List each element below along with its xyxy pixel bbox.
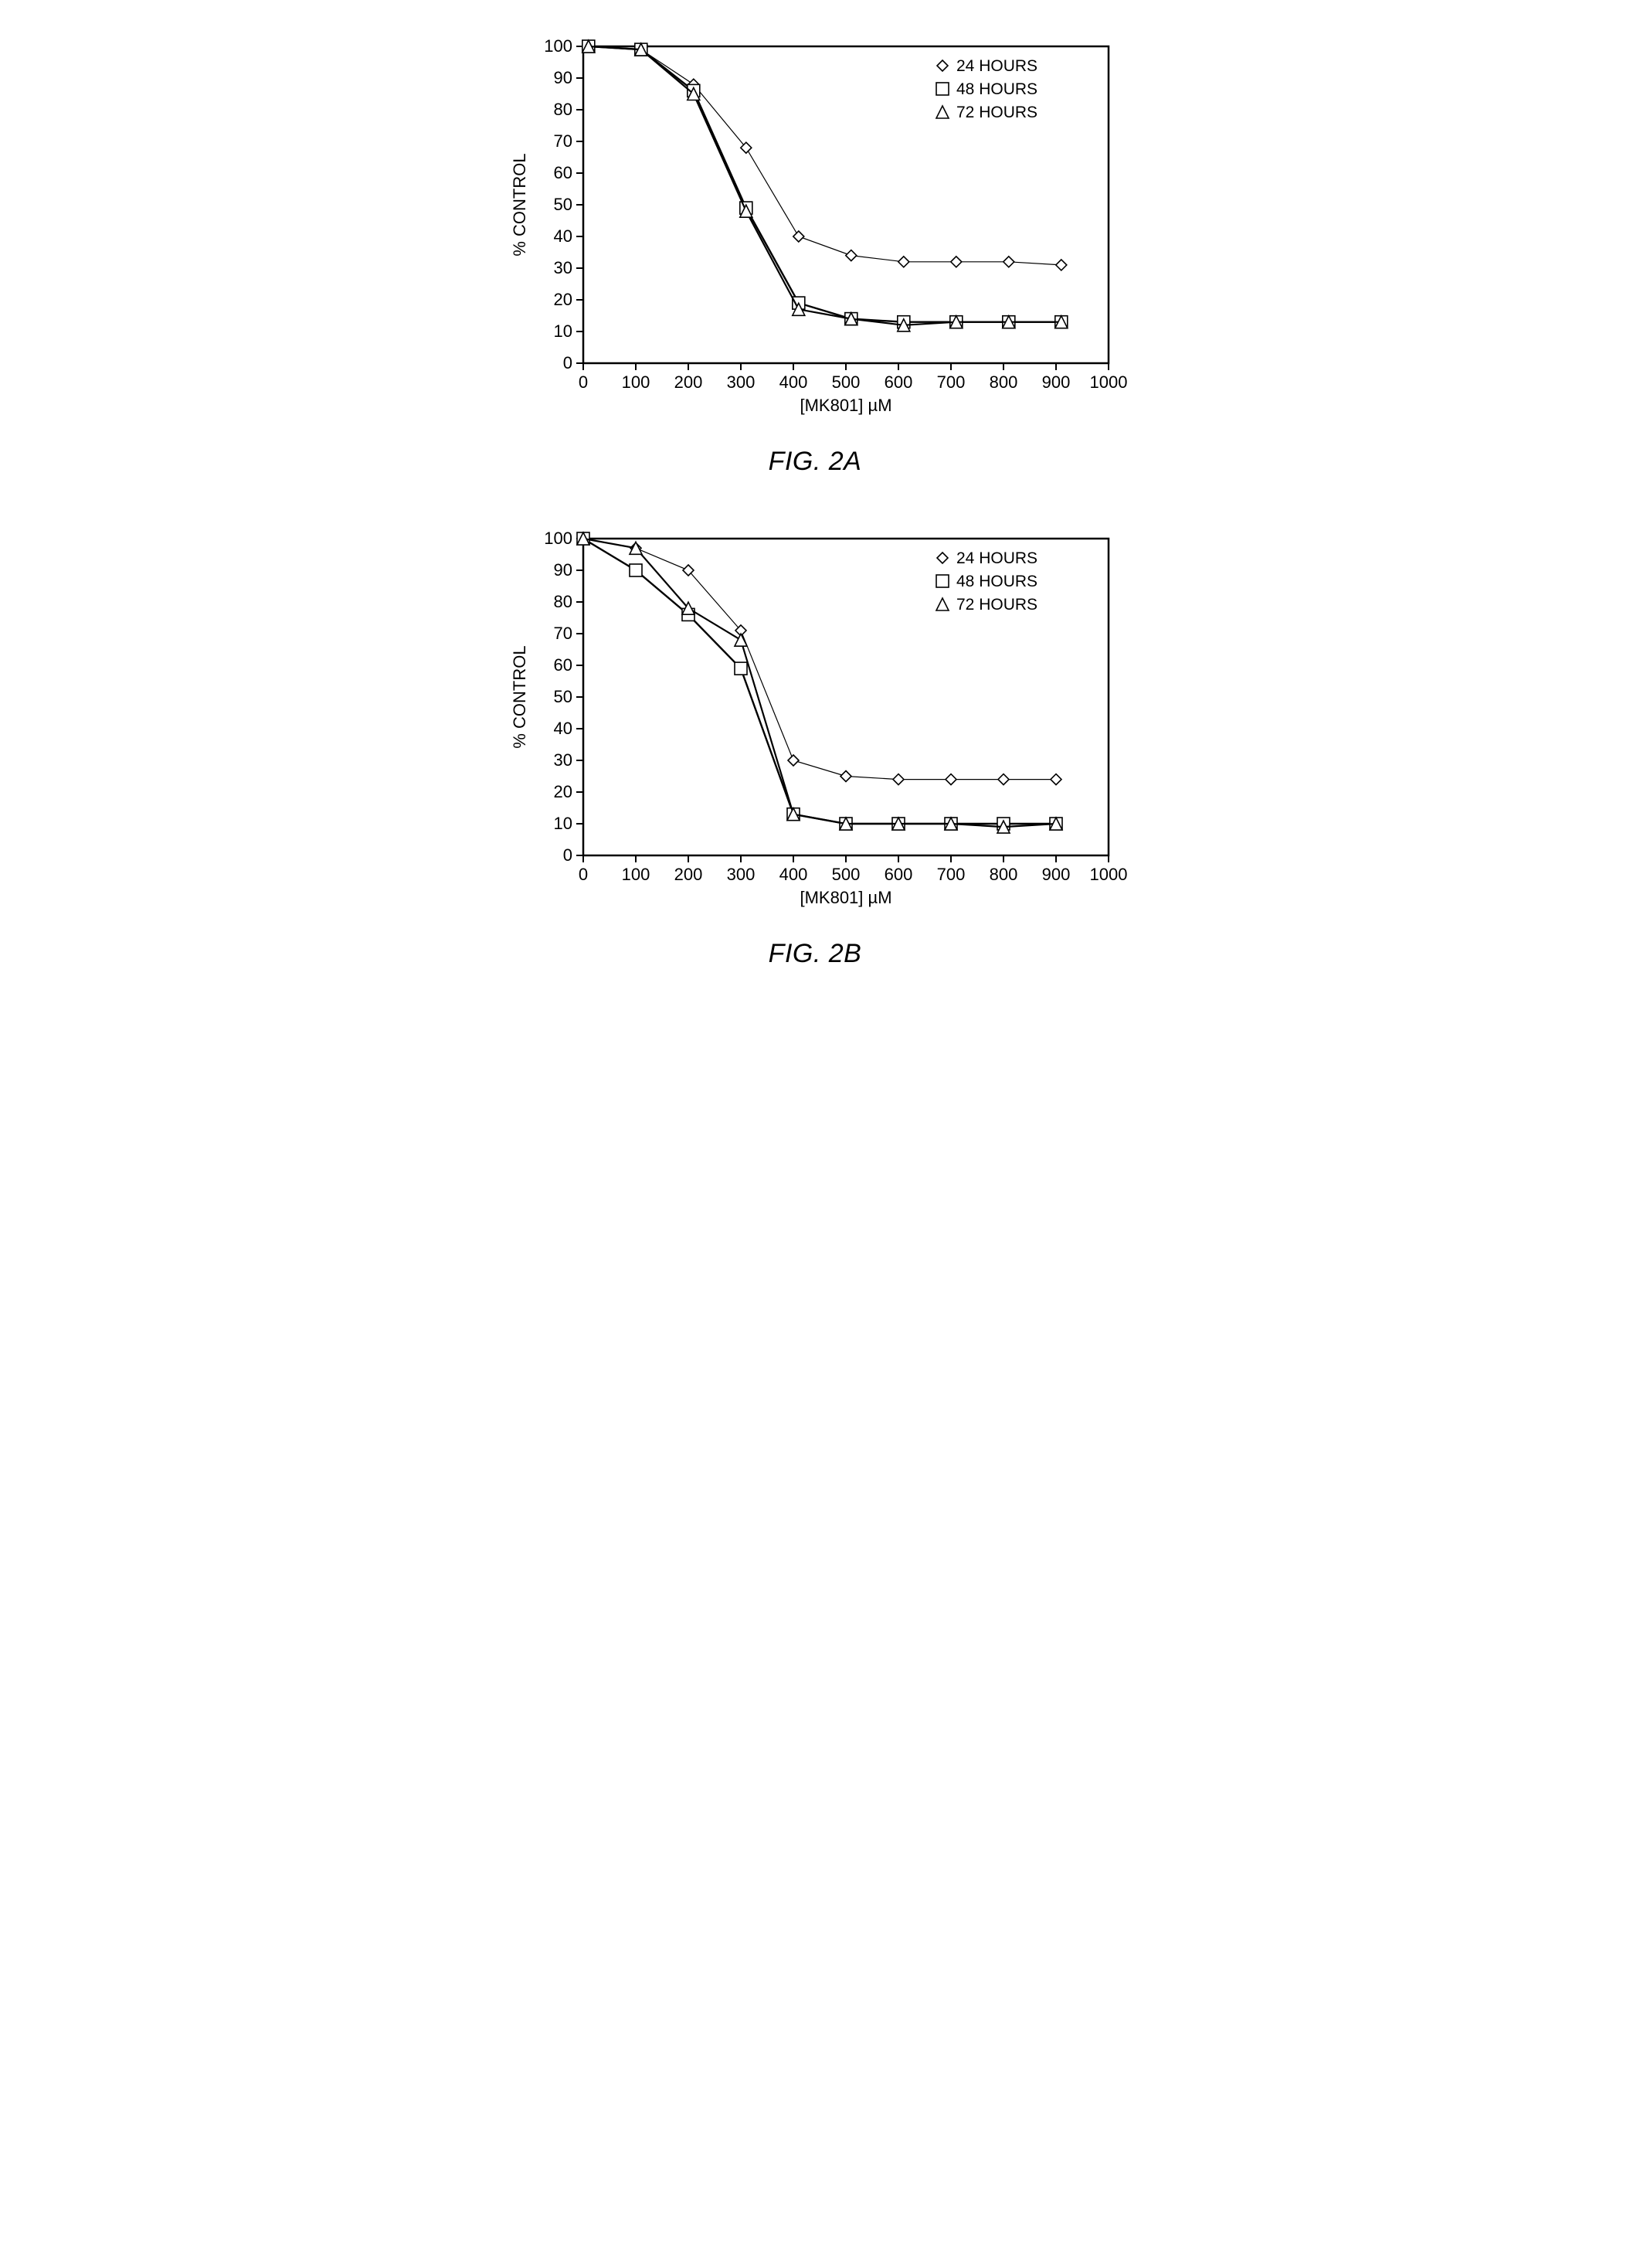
chart-a: 0 100 200 300 400 500 600 700 800 900 1000 0 10 20 30 4… (498, 31, 1132, 433)
x-tick-label: 200 (674, 372, 703, 392)
x-tick-label: 0 (579, 865, 588, 884)
legend-label: 72 HOURS (956, 596, 1037, 614)
y-tick-label: 90 (554, 560, 572, 580)
legend-label: 24 HOURS (956, 549, 1037, 567)
x-tick-label: 800 (990, 372, 1018, 392)
x-tick-label: 400 (779, 865, 808, 884)
y-tick-label: 60 (554, 655, 572, 675)
y-tick-label: 30 (554, 258, 572, 277)
series-marker (735, 662, 747, 675)
y-tick-label: 100 (544, 529, 572, 548)
figure-a-block: 0 100 200 300 400 500 600 700 800 900 1000 0 10 20 30 4… (483, 31, 1147, 477)
y-tick-label: 10 (554, 814, 572, 833)
y-tick-label: 10 (554, 321, 572, 341)
x-tick-label: 1000 (1090, 865, 1128, 884)
x-tick-label: 800 (990, 865, 1018, 884)
chart-b: 0 100 200 300 400 500 600 700 800 900 1000 0 10 20 30 4… (498, 523, 1132, 925)
x-tick-label: 500 (832, 372, 861, 392)
x-axis-label: [MK801] µM (800, 888, 891, 907)
x-axis-label: [MK801] µM (800, 396, 891, 415)
legend-label: 24 HOURS (956, 57, 1037, 75)
x-tick-label: 300 (727, 372, 756, 392)
y-tick-label: 0 (563, 845, 572, 865)
y-tick-label: 70 (554, 624, 572, 643)
y-tick-label: 0 (563, 353, 572, 372)
legend-label: 72 HOURS (956, 104, 1037, 121)
y-tick-label: 20 (554, 782, 572, 801)
y-tick-label: 100 (544, 36, 572, 56)
legend-label: 48 HOURS (956, 80, 1037, 98)
y-tick-label: 70 (554, 131, 572, 151)
y-axis-label: % CONTROL (510, 153, 529, 256)
y-tick-label: 50 (554, 687, 572, 706)
x-tick-label: 900 (1042, 865, 1071, 884)
x-tick-label: 100 (622, 372, 650, 392)
x-tick-label: 700 (937, 865, 966, 884)
x-tick-label: 400 (779, 372, 808, 392)
legend-marker (936, 575, 949, 587)
y-tick-label: 40 (554, 719, 572, 738)
y-tick-label: 80 (554, 592, 572, 611)
y-axis-label: % CONTROL (510, 645, 529, 748)
series-marker (630, 564, 642, 576)
figure-b-block: 0 100 200 300 400 500 600 700 800 900 1000 0 10 20 30 4… (483, 523, 1147, 969)
y-tick-label: 50 (554, 195, 572, 214)
x-tick-label: 600 (885, 865, 913, 884)
page: 0100200300400500600700800900100001020304… (467, 0, 1163, 1077)
y-tick-label: 30 (554, 750, 572, 770)
y-tick-label: 60 (554, 163, 572, 182)
x-tick-label: 200 (674, 865, 703, 884)
legend-label: 48 HOURS (956, 573, 1037, 590)
x-tick-label: 1000 (1090, 372, 1128, 392)
x-tick-label: 100 (622, 865, 650, 884)
y-tick-label: 20 (554, 290, 572, 309)
x-tick-label: 0 (579, 372, 588, 392)
x-tick-label: 900 (1042, 372, 1071, 392)
figure-a-caption: FIG. 2A (483, 447, 1147, 477)
x-tick-label: 600 (885, 372, 913, 392)
x-tick-label: 500 (832, 865, 861, 884)
y-tick-label: 80 (554, 100, 572, 119)
legend-marker (936, 83, 949, 95)
y-tick-label: 90 (554, 68, 572, 87)
x-tick-label: 300 (727, 865, 756, 884)
y-tick-label: 40 (554, 226, 572, 246)
figure-b-caption: FIG. 2B (483, 939, 1147, 969)
x-tick-label: 700 (937, 372, 966, 392)
